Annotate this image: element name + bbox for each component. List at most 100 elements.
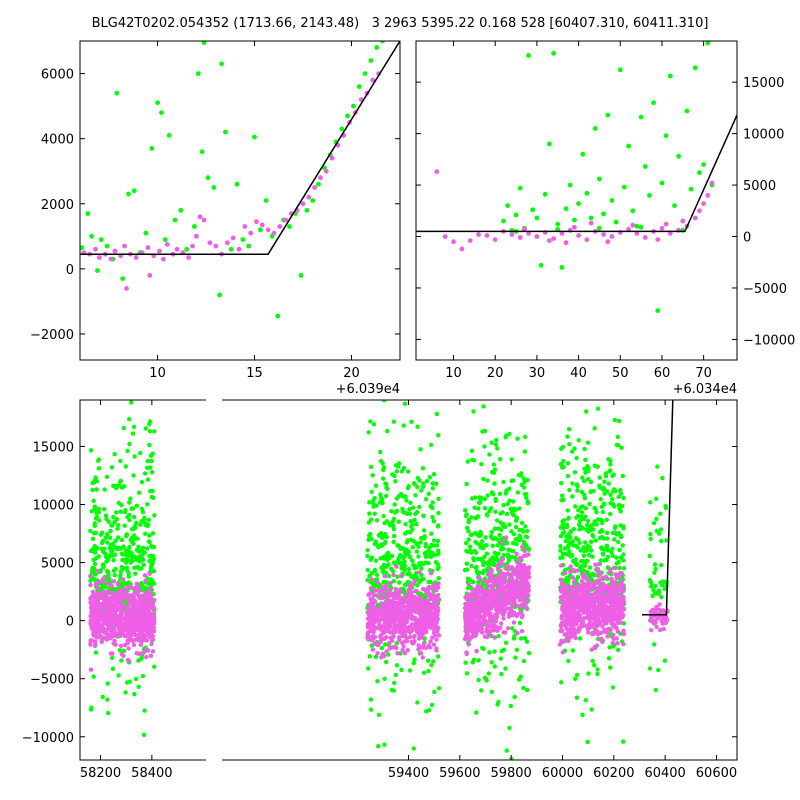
panel-bottom: 58200 58400 59400 59600 59800 60000 60200 60400…	[22, 344, 738, 791]
green-point	[166, 133, 172, 138]
pink-point	[442, 234, 448, 239]
green-point	[500, 381, 504, 385]
pink-point	[399, 613, 405, 619]
green-point	[420, 787, 424, 791]
pink-point	[663, 221, 669, 227]
pink-point	[601, 232, 606, 237]
pink-point	[113, 601, 118, 607]
green-point	[620, 473, 625, 479]
green-point	[585, 469, 591, 474]
green-point	[400, 506, 405, 511]
green-point	[151, 581, 157, 586]
pink-point	[88, 582, 93, 588]
green-point	[382, 563, 388, 569]
green-point	[115, 526, 120, 531]
pink-point	[426, 586, 431, 592]
green-point	[382, 520, 387, 526]
x-offset-label: +6.039e4	[336, 382, 400, 397]
pink-point	[510, 565, 515, 571]
pink-point	[404, 617, 409, 622]
pink-point	[493, 615, 498, 620]
green-point	[424, 553, 429, 559]
pink-point	[104, 627, 109, 632]
green-point	[526, 546, 531, 551]
pink-point	[410, 616, 415, 622]
pink-point	[213, 243, 219, 249]
green-point	[582, 562, 588, 567]
green-point	[595, 372, 599, 376]
green-point	[672, 203, 677, 209]
green-point	[525, 477, 530, 483]
green-point	[466, 529, 471, 534]
green-point	[367, 511, 372, 516]
green-point	[382, 676, 387, 681]
pink-point	[142, 573, 148, 578]
green-point	[122, 510, 128, 515]
model-line	[416, 114, 737, 233]
pink-point	[494, 624, 499, 629]
green-point	[558, 548, 563, 553]
pink-point	[414, 618, 420, 623]
green-point	[470, 496, 475, 501]
green-point	[478, 545, 483, 550]
green-point	[692, 65, 698, 71]
green-point	[102, 507, 107, 512]
pink-point	[120, 592, 126, 597]
pink-point	[117, 618, 122, 623]
green-point	[368, 419, 373, 424]
pink-point	[370, 609, 375, 614]
green-point	[582, 540, 588, 545]
green-point	[406, 372, 410, 376]
pink-point	[486, 606, 491, 612]
pink-point	[436, 633, 442, 638]
green-point	[602, 558, 607, 563]
green-point	[127, 517, 132, 523]
pink-point	[133, 586, 138, 591]
green-point	[109, 523, 115, 528]
green-point	[411, 538, 416, 544]
green-point	[565, 434, 570, 439]
green-point	[656, 591, 661, 596]
pink-point	[89, 614, 95, 619]
pink-point	[389, 592, 394, 598]
pink-point	[416, 608, 422, 613]
pink-point	[137, 610, 142, 615]
green-point	[419, 535, 424, 541]
green-point	[611, 489, 616, 494]
green-point	[572, 470, 578, 475]
green-point	[503, 435, 508, 440]
pink-point	[563, 623, 568, 629]
green-point	[397, 580, 402, 585]
pink-point	[465, 597, 471, 602]
green-point	[150, 553, 156, 559]
pink-point	[93, 625, 99, 630]
pink-point	[434, 648, 439, 653]
pink-point	[382, 603, 387, 608]
y-tick-label: 10000	[743, 128, 784, 143]
green-point	[96, 506, 102, 512]
pink-point	[197, 214, 203, 220]
pink-point	[558, 628, 563, 634]
green-point	[542, 191, 548, 197]
green-point	[512, 694, 517, 700]
green-point	[484, 543, 489, 548]
pink-point	[115, 593, 121, 599]
green-point	[476, 658, 481, 663]
pink-point	[506, 580, 511, 586]
green-point	[382, 742, 387, 747]
green-point	[392, 502, 397, 507]
green-point	[124, 565, 130, 570]
green-point	[386, 562, 391, 567]
pink-point	[387, 646, 393, 651]
green-point	[94, 556, 99, 561]
green-point	[118, 509, 123, 514]
pink-point	[482, 613, 487, 618]
green-point	[414, 522, 419, 527]
pink-point	[522, 599, 528, 604]
green-point	[127, 344, 131, 348]
pink-point	[150, 637, 156, 642]
green-point	[579, 514, 584, 520]
green-point	[655, 308, 661, 313]
green-point	[605, 489, 610, 494]
pink-point	[557, 642, 563, 647]
